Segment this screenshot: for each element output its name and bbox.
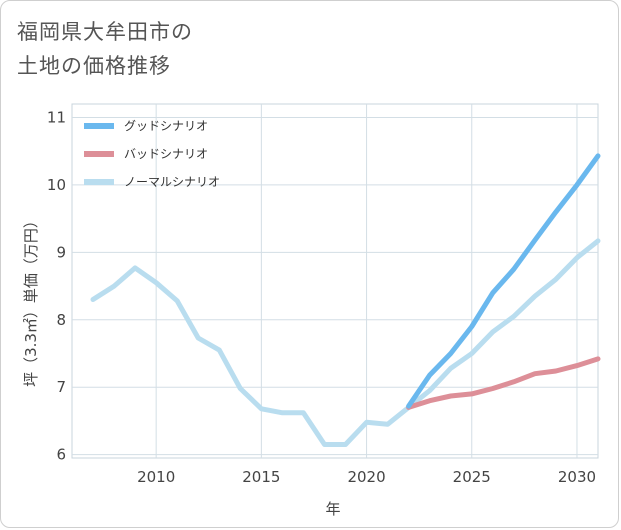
series-line-normal	[90, 238, 601, 447]
y-tick-label: 8	[56, 311, 66, 329]
chart-title-line1: 福岡県大牟田市の	[17, 20, 193, 44]
legend-item-normal-label: ノーマルシナリオ	[124, 175, 220, 189]
plot-area	[71, 103, 599, 459]
x-tick-label: 2025	[453, 468, 491, 486]
x-axis-label: 年	[325, 500, 340, 518]
legend-item-good-label: グッドシナリオ	[124, 119, 208, 133]
series-line-bad	[406, 356, 601, 410]
y-tick-labels: 6 7 8 9 10 11	[47, 108, 66, 463]
y-tick-label: 11	[47, 108, 66, 126]
legend-item-bad-label: バッドシナリオ	[124, 147, 208, 161]
series-lines	[90, 153, 601, 447]
x-tick-label: 2015	[242, 468, 280, 486]
y-tick-label: 7	[56, 378, 66, 396]
series-line-good	[406, 153, 601, 409]
x-tick-label: 2030	[558, 468, 596, 486]
y-tick-label: 9	[56, 243, 66, 261]
chart-title: 福岡県大牟田市の 土地の価格推移	[17, 15, 193, 83]
y-tick-label: 6	[56, 446, 66, 464]
y-axis-label: 坪（3.3㎡）単価（万円）	[22, 213, 40, 387]
y-tick-label: 10	[47, 176, 66, 194]
x-tick-label: 2020	[347, 468, 385, 486]
x-tick-labels: 2010 2015 2020 2025 2030	[137, 468, 596, 486]
chart-title-line2: 土地の価格推移	[17, 54, 171, 78]
x-tick-label: 2010	[137, 468, 175, 486]
